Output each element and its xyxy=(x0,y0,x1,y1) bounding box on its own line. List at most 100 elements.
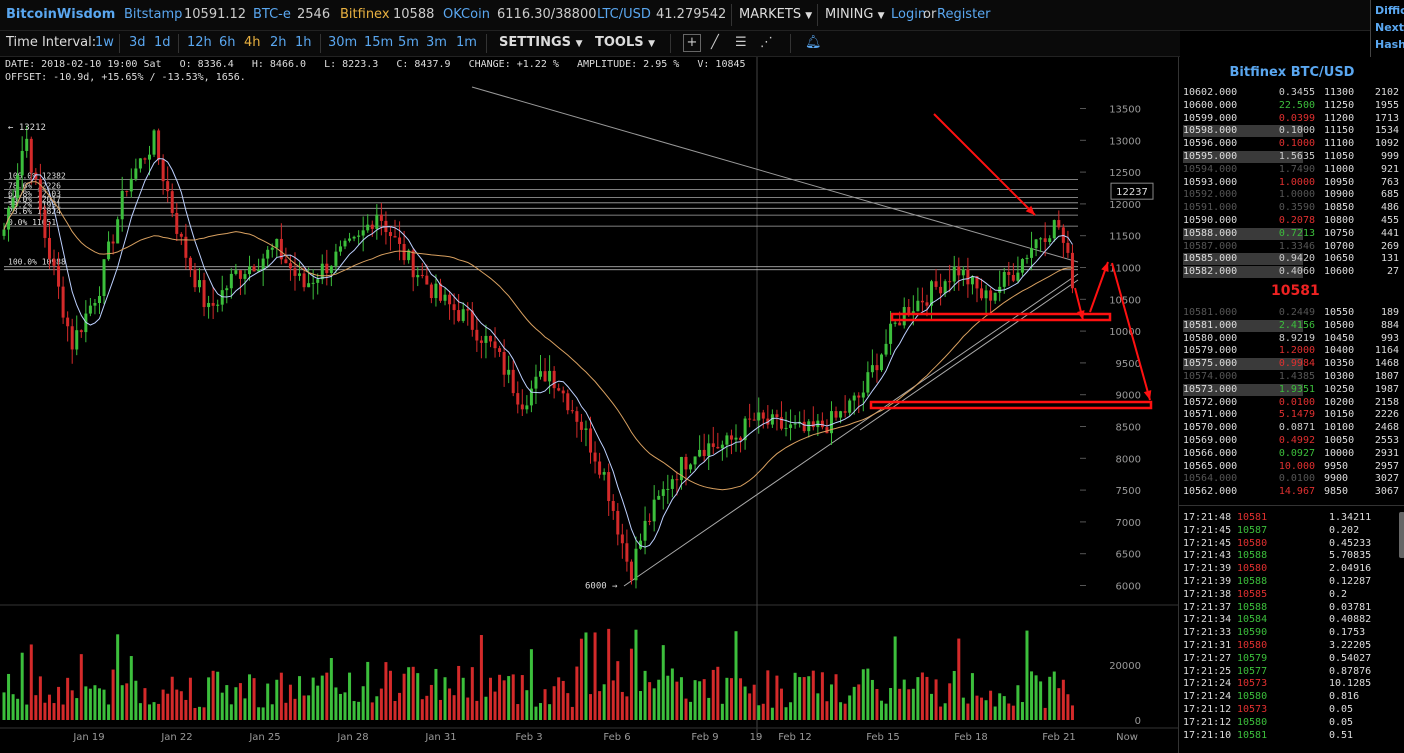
volume-bar xyxy=(475,700,479,720)
interval-2h[interactable]: 2h xyxy=(270,35,287,50)
exchange-name-btce[interactable]: BTC-e xyxy=(253,7,291,22)
candle-body xyxy=(607,472,611,502)
order-amount: 0.0399 xyxy=(1278,112,1315,124)
interval-12h[interactable]: 12h xyxy=(187,35,212,50)
x-tick-label: Feb 12 xyxy=(778,732,812,743)
trade-price: 10580 xyxy=(1237,537,1268,549)
interval-3m[interactable]: 3m xyxy=(426,35,447,50)
trade-row: 17:21:39 10588 0.12287 xyxy=(1179,576,1399,588)
markets-menu[interactable]: MARKETS ▼ xyxy=(739,7,812,22)
fan-tool-icon[interactable]: ⋰ xyxy=(760,35,773,50)
trade-row: 17:21:39 10580 2.04916 xyxy=(1179,563,1399,575)
exchange-name-bitstamp[interactable]: Bitstamp xyxy=(124,7,183,22)
volume-bar xyxy=(1061,679,1065,720)
trade-row: 17:21:43 10588 5.70835 xyxy=(1179,550,1399,562)
volume-bar xyxy=(379,688,383,720)
volume-bar xyxy=(252,678,256,720)
volume-bar xyxy=(429,684,433,720)
candle-body xyxy=(298,273,302,276)
interval-1w[interactable]: 1w xyxy=(95,35,114,50)
volume-bar xyxy=(147,704,151,720)
difficulty-label: Diffic xyxy=(1375,4,1404,17)
interval-5m[interactable]: 5m xyxy=(398,35,419,50)
interval-3d[interactable]: 3d xyxy=(129,35,146,50)
candle-body xyxy=(757,412,761,421)
high-annotation-label: ← 13212 xyxy=(8,123,46,133)
interval-4h[interactable]: 4h xyxy=(244,35,261,50)
volume-bar xyxy=(870,679,874,720)
line-tool-icon[interactable]: ╱ xyxy=(711,35,719,50)
volume-bar xyxy=(770,707,774,720)
depth-total: 269 xyxy=(1380,240,1399,252)
candle-body xyxy=(29,138,33,173)
bid-row: 10566.000 0.0927 10000 2931 xyxy=(1179,448,1404,460)
depth-price: 10700 xyxy=(1324,240,1355,252)
candle-body xyxy=(434,283,438,299)
fib-tool-icon[interactable]: ☰ xyxy=(735,35,747,50)
volume-bar xyxy=(184,699,188,720)
mining-menu[interactable]: MINING ▼ xyxy=(825,7,884,22)
trade-row: 17:21:45 10580 0.45233 xyxy=(1179,538,1399,550)
volume-bar xyxy=(884,703,888,720)
order-price: 10590.000 xyxy=(1183,215,1238,226)
candle-body xyxy=(657,495,661,500)
candle-body xyxy=(79,330,83,333)
volume-bar xyxy=(552,686,556,720)
exchange-name-okcoin[interactable]: OKCoin xyxy=(443,7,490,22)
interval-30m[interactable]: 30m xyxy=(328,35,358,50)
candle-body xyxy=(980,288,984,299)
volume-bar xyxy=(152,702,156,720)
volume-bar xyxy=(602,684,606,720)
candle-body xyxy=(729,435,733,440)
volume-bar xyxy=(7,673,11,720)
interval-1d[interactable]: 1d xyxy=(154,35,171,50)
crosshair-tool-icon[interactable]: + xyxy=(683,34,701,52)
trade-amount: 2.04916 xyxy=(1329,563,1372,575)
candle-body xyxy=(725,435,729,445)
volume-bar xyxy=(575,666,579,720)
interval-6h[interactable]: 6h xyxy=(219,35,236,50)
interval-1m[interactable]: 1m xyxy=(456,35,477,50)
exchange-name-bitfinex[interactable]: Bitfinex xyxy=(340,7,390,22)
exchange-name-ltcusd[interactable]: LTC/USD xyxy=(597,7,651,22)
order-amount: 1.5635 xyxy=(1278,151,1315,162)
candle-body xyxy=(511,369,515,394)
register-link[interactable]: Register xyxy=(937,7,991,22)
candle-body xyxy=(88,305,92,314)
price-chart[interactable]: 13500 13000 12500 12000 11500 11000 10500 10000… xyxy=(0,57,1178,753)
order-amount: 10.000 xyxy=(1278,460,1315,472)
trade-amount: 10.1285 xyxy=(1329,678,1372,690)
volume-bar xyxy=(484,696,488,720)
candle-body xyxy=(175,212,179,234)
top-bar: BitcoinWisdom Bitstamp 10591.12 BTC-e 25… xyxy=(0,0,1404,31)
volume-bar xyxy=(457,665,461,720)
candle-body xyxy=(211,302,215,306)
depth-price: 9900 xyxy=(1324,473,1349,485)
interval-1h[interactable]: 1h xyxy=(295,35,312,50)
volume-bar xyxy=(57,686,61,720)
brand-logo[interactable]: BitcoinWisdom xyxy=(6,7,116,22)
trade-time: 17:21:25 xyxy=(1183,665,1232,677)
candle-body xyxy=(1048,238,1052,243)
login-link[interactable]: Login xyxy=(891,7,927,22)
volume-bar xyxy=(707,697,711,720)
candle-body xyxy=(252,266,256,272)
volume-bar xyxy=(234,687,238,720)
tools-menu[interactable]: TOOLS ▼ xyxy=(595,35,655,50)
depth-price: 9850 xyxy=(1324,486,1349,498)
interval-15m[interactable]: 15m xyxy=(364,35,394,50)
volume-bar xyxy=(920,672,924,720)
x-tick-label: Jan 19 xyxy=(72,732,104,743)
alert-bell-icon[interactable]: 🔔︎ xyxy=(805,35,822,50)
candle-body xyxy=(379,214,383,221)
settings-menu[interactable]: SETTINGS ▼ xyxy=(499,35,582,50)
candle-body xyxy=(811,421,815,428)
candle-body xyxy=(579,421,583,430)
trades-scrollbar[interactable] xyxy=(1399,512,1404,558)
annotation-arrow-head xyxy=(1025,205,1035,215)
depth-price: 10650 xyxy=(1324,253,1355,265)
volume-bar xyxy=(966,703,970,720)
volume-bar xyxy=(643,670,647,720)
candle-body xyxy=(939,286,943,294)
trade-price: 10579 xyxy=(1237,652,1268,664)
